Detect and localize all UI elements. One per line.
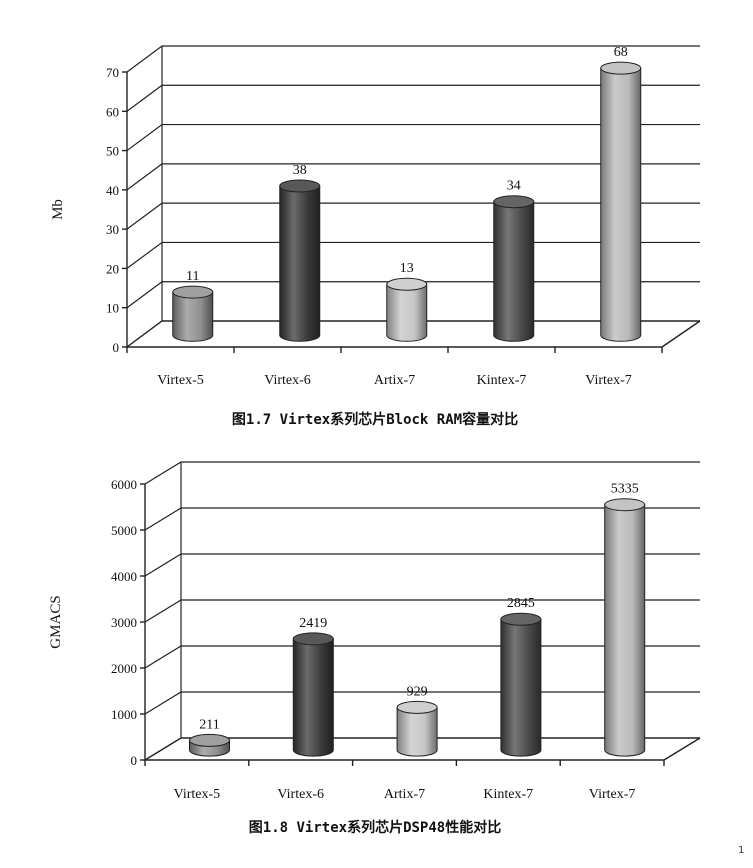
ram-category-label-1: Virtex-6 [264, 373, 311, 388]
ram-ytick-label-5: 50 [106, 144, 119, 159]
ram-bar-top-4 [600, 61, 642, 75]
ram-category-label-2: Artix-7 [374, 373, 415, 388]
dsp-category-label-4: Virtex-7 [589, 787, 636, 802]
dsp-bar-3 [500, 612, 542, 757]
ram-category-label-0: Virtex-5 [157, 373, 204, 388]
page-mark: 1 [738, 845, 745, 856]
dsp-bar-1 [292, 632, 334, 757]
dsp-category-label-3: Kintex-7 [483, 787, 533, 802]
ram-bar-top-0 [172, 285, 214, 299]
dsp-bar-body-3 [500, 618, 542, 757]
dsp-bar-top-4 [604, 498, 646, 512]
ram-caption: 图1.7 Virtex系列芯片Block RAM容量对比 [232, 411, 518, 428]
ram-ytick-label-7: 70 [106, 65, 119, 80]
ram-bar-2 [386, 277, 428, 342]
block-ram-chart: 0 10 20 30 40 50 60 70 Mb Virtex-5 Virtex-6 Artix-7… [50, 45, 701, 428]
dsp-value-label-0: 211 [199, 717, 219, 732]
ram-ytick-label-4: 40 [106, 183, 119, 198]
ram-bar-1 [279, 179, 321, 342]
ram-value-label-2: 13 [400, 261, 414, 276]
dsp-value-label-1: 2419 [299, 616, 327, 631]
block-ram-chart-svg: 0 10 20 30 40 50 60 70 Mb Virtex-5 Virtex-6 Artix-7… [50, 45, 701, 428]
dsp-caption: 图1.8 Virtex系列芯片DSP48性能对比 [249, 819, 501, 836]
dsp-ytick-label-4: 4000 [111, 569, 137, 584]
dsp-bar-4 [604, 498, 646, 757]
ram-ytick-label-6: 60 [106, 104, 119, 119]
ram-bar-body-4 [600, 67, 642, 342]
ram-category-label-4: Virtex-7 [585, 373, 632, 388]
ram-bar-body-1 [279, 185, 321, 342]
ram-value-label-4: 68 [614, 45, 628, 60]
dsp-ytick-label-2: 2000 [111, 661, 137, 676]
ram-bar-top-1 [279, 179, 321, 193]
ram-bar-top-2 [386, 277, 428, 291]
ram-value-label-3: 34 [507, 179, 521, 194]
dsp-gridline-6 [144, 461, 700, 485]
dsp-value-label-3: 2845 [507, 596, 535, 611]
ram-bar-top-3 [493, 195, 535, 209]
ram-bar-body-2 [386, 283, 428, 342]
dsp-bar-top-0 [189, 733, 230, 747]
dsp-ytick-label-1: 1000 [111, 707, 137, 722]
dsp-bar-top-3 [500, 612, 542, 626]
dsp-category-label-0: Virtex-5 [174, 787, 221, 802]
ram-bar-0 [172, 285, 214, 342]
ram-category-label-3: Kintex-7 [477, 373, 527, 388]
dsp-bar-2 [396, 700, 438, 757]
ram-bar-body-0 [172, 291, 214, 342]
ram-ytick-label-1: 10 [106, 301, 119, 316]
dsp-bar-body-1 [292, 638, 334, 757]
dsp-value-label-2: 929 [407, 684, 428, 699]
ram-ytick-label-0: 0 [113, 340, 120, 355]
dsp-ytick-label-0: 0 [131, 753, 138, 768]
dsp-ytick-label-3: 3000 [111, 615, 137, 630]
dsp-ytick-label-6: 6000 [111, 477, 137, 492]
dsp-y-axis-label: GMACS [48, 595, 64, 648]
ram-y-axis-label: Mb [50, 199, 66, 220]
dsp-bar-body-4 [604, 504, 646, 757]
dsp-bar-top-1 [292, 632, 334, 646]
dsp-ytick-label-5: 5000 [111, 523, 137, 538]
ram-bar-3 [493, 195, 535, 342]
ram-value-label-0: 11 [186, 269, 199, 284]
ram-bar-4 [600, 61, 642, 342]
dsp-category-label-2: Artix-7 [384, 787, 425, 802]
ram-ytick-label-2: 20 [106, 261, 119, 276]
dsp-bars [189, 498, 646, 757]
ram-bar-body-3 [493, 201, 535, 342]
dsp-value-label-4: 5335 [611, 482, 639, 497]
dsp48-chart-svg: 0 1000 2000 3000 4000 5000 6000 GMACS Virtex-5 Vi… [48, 461, 701, 836]
dsp-bar-body-2 [396, 706, 438, 757]
dsp-bar-top-2 [396, 700, 438, 714]
ram-ytick-label-3: 30 [106, 222, 119, 237]
dsp48-chart: 0 1000 2000 3000 4000 5000 6000 GMACS Virtex-5 Vi… [0, 440, 753, 868]
dsp-category-label-1: Virtex-6 [277, 787, 324, 802]
dsp-bar-0 [189, 733, 230, 757]
ram-bars [172, 61, 642, 342]
ram-value-label-1: 38 [293, 163, 307, 178]
